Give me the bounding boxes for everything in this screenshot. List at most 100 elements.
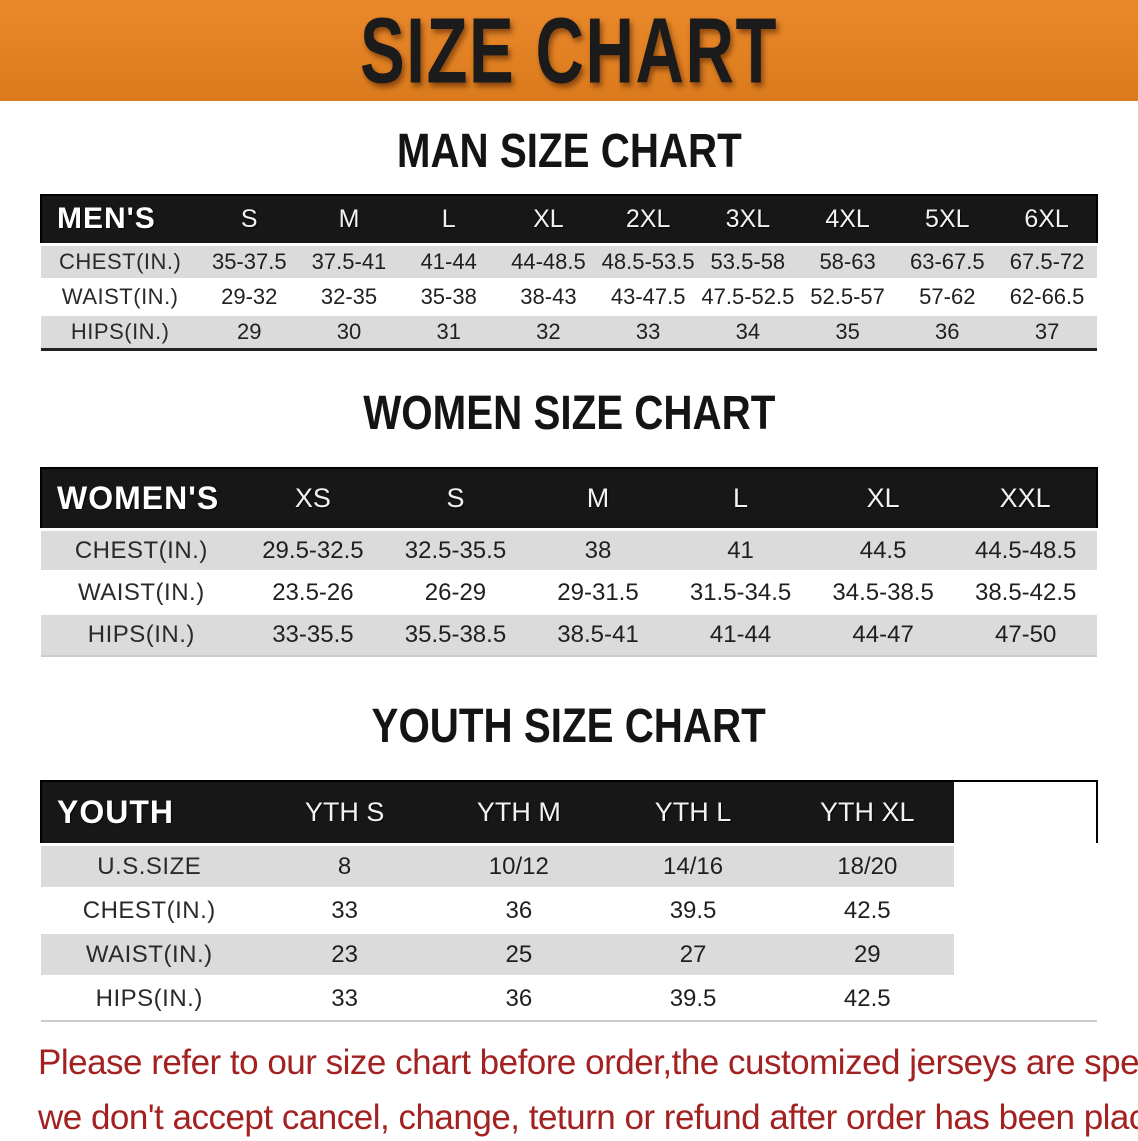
women-chart-title: WOMEN SIZE CHART — [0, 351, 1138, 467]
youth-chart-title-text: YOUTH SIZE CHART — [371, 699, 767, 753]
measurement-value: 63-67.5 — [909, 248, 985, 274]
measurement-value: 29 — [237, 318, 262, 344]
table-header-label: YOUTH — [57, 793, 174, 830]
measurement-value: 26-29 — [424, 578, 487, 606]
size-column-header: 6XL — [1024, 204, 1069, 233]
measurement-row: U.S.SIZE 8 10/12 14/16 18/20 — [41, 844, 1097, 889]
measurement-value: 18/20 — [837, 852, 898, 880]
youth-table-wrap: YOUTH YTH S YTH M YTH L YTH XL U.S.SIZE 8 10/12… — [40, 780, 1098, 1022]
measurement-row: WAIST(IN.) 29-32 32-35 35-38 38-43 43-47.5 47.… — [41, 279, 1097, 314]
measurement-label: HIPS(IN.) — [95, 984, 203, 1012]
measurement-value: 39.5 — [669, 896, 717, 924]
section-women: WOMEN SIZE CHART WOMEN'S XS S M L XL XXL CHEST(… — [0, 351, 1138, 657]
measurement-value: 23 — [331, 940, 358, 968]
measurement-value: 47.5-52.5 — [701, 283, 795, 309]
youth-chart-title: YOUTH SIZE CHART — [0, 657, 1138, 780]
page-title: SIZE CHART — [359, 0, 779, 103]
measurement-value: 43-47.5 — [610, 283, 686, 309]
measurement-value: 10/12 — [488, 852, 549, 880]
measurement-value: 32 — [536, 318, 561, 344]
measurement-value: 44.5-48.5 — [974, 536, 1077, 564]
section-youth: YOUTH SIZE CHART YOUTH YTH S YTH M YTH L YTH… — [0, 657, 1138, 1022]
measurement-value: 34.5-38.5 — [832, 578, 934, 606]
measurement-value: 31 — [436, 318, 461, 344]
women-size-table: WOMEN'S XS S M L XL XXL CHEST(IN.) 29.5-32.5 32.5… — [40, 467, 1098, 657]
measurement-value: 31.5-34.5 — [689, 578, 792, 606]
table-header-row: MEN'S S M L XL 2XL 3XL 4XL 5XL 6XL — [41, 195, 1097, 244]
women-table-wrap: WOMEN'S XS S M L XL XXL CHEST(IN.) 29.5-32.5 32.5… — [40, 467, 1098, 657]
measurement-value: 38-43 — [520, 283, 577, 309]
measurement-row: WAIST(IN.) 23 25 27 29 — [41, 932, 1097, 977]
size-column-header: XXL — [999, 482, 1051, 513]
measurement-value: 42.5 — [843, 984, 891, 1012]
size-column-header: 4XL — [825, 204, 870, 233]
table-header-row: WOMEN'S XS S M L XL XXL — [41, 467, 1097, 530]
size-column-header: M — [338, 204, 360, 233]
table-header-label: MEN'S — [57, 202, 156, 236]
measurement-row: HIPS(IN.) 33-35.5 35.5-38.5 38.5-41 41-44 44-… — [41, 613, 1097, 656]
size-column-header: YTH XL — [820, 796, 915, 827]
measurement-value: 53.5-58 — [710, 248, 786, 274]
measurement-value: 8 — [337, 852, 352, 880]
size-column-header: 3XL — [725, 204, 771, 233]
size-column-header: XL — [533, 204, 564, 233]
measurement-value: 34 — [735, 318, 761, 344]
measurement-value: 38.5-41 — [557, 620, 639, 648]
measurement-value: 36 — [505, 984, 533, 1012]
measurement-label: HIPS(IN.) — [87, 620, 195, 648]
measurement-value: 42.5 — [843, 896, 891, 924]
measurement-value: 67.5-72 — [1009, 248, 1085, 274]
measurement-value: 33 — [331, 896, 358, 924]
men-chart-title-text: MAN SIZE CHART — [396, 125, 742, 178]
measurement-value: 27 — [679, 940, 707, 968]
measurement-value: 29 — [853, 940, 881, 968]
measurement-value: 29.5-32.5 — [262, 536, 364, 564]
size-column-header: YTH S — [304, 796, 385, 827]
size-column-header: M — [586, 482, 610, 513]
measurement-value: 52.5-57 — [810, 283, 885, 309]
measurement-value: 23.5-26 — [272, 578, 354, 606]
men-table-wrap: MEN'S S M L XL 2XL 3XL 4XL 5XL 6XL CHEST(IN.) 35-37… — [40, 194, 1098, 351]
measurement-value: 41-44 — [709, 620, 772, 648]
measurement-value: 25 — [505, 940, 533, 968]
measurement-label: WAIST(IN.) — [77, 578, 205, 606]
measurement-value: 58-63 — [819, 248, 876, 274]
size-column-header: XL — [866, 482, 900, 513]
measurement-value: 14/16 — [663, 852, 724, 880]
size-chart-content: MAN SIZE CHART MEN'S S M L XL 2XL 3XL 4XL 5XL 6XL… — [0, 101, 1138, 1022]
measurement-label: CHEST(IN.) — [82, 896, 216, 924]
measurement-value: 62-66.5 — [1009, 283, 1085, 309]
measurement-label: CHEST(IN.) — [74, 536, 208, 564]
measurement-value: 41 — [727, 536, 754, 564]
size-column-header: YTH L — [654, 796, 732, 827]
measurement-row: HIPS(IN.) 33 36 39.5 42.5 — [41, 976, 1097, 1021]
measurement-value: 29-32 — [221, 283, 278, 309]
disclaimer-line-2: we don't accept cancel, change, teturn o… — [38, 1098, 1138, 1137]
size-column-header: YTH M — [476, 796, 561, 827]
measurement-value: 33 — [635, 318, 661, 344]
measurement-value: 35.5-38.5 — [404, 620, 507, 648]
size-column-header: 5XL — [925, 204, 970, 233]
measurement-label: WAIST(IN.) — [61, 283, 179, 309]
measurement-value: 44.5 — [859, 536, 907, 564]
measurement-value: 33-35.5 — [272, 620, 354, 648]
disclaimer: Please refer to our size chart before or… — [38, 1040, 1138, 1141]
measurement-value: 48.5-53.5 — [601, 248, 695, 274]
measurement-value: 57-62 — [919, 283, 976, 309]
measurement-label: CHEST(IN.) — [59, 248, 182, 274]
table-header-label: WOMEN'S — [57, 479, 220, 516]
measurement-value: 30 — [336, 318, 362, 344]
measurement-value: 35-38 — [420, 283, 477, 309]
table-header-row: YOUTH YTH S YTH M YTH L YTH XL — [41, 780, 1097, 845]
measurement-value: 47-50 — [994, 620, 1057, 648]
size-column-header: S — [446, 482, 465, 513]
measurement-row: HIPS(IN.) 29 30 31 32 33 34 35 36 37 — [41, 314, 1097, 349]
youth-size-table: YOUTH YTH S YTH M YTH L YTH XL U.S.SIZE 8 10/12… — [40, 780, 1098, 1022]
measurement-value: 33 — [331, 984, 358, 1012]
size-column-header: S — [240, 204, 258, 233]
men-chart-title: MAN SIZE CHART — [0, 101, 1138, 194]
measurement-value: 35 — [835, 318, 860, 344]
size-column-header: 2XL — [625, 204, 671, 233]
measurement-row: WAIST(IN.) 23.5-26 26-29 29-31.5 31.5-34.5 34… — [41, 571, 1097, 614]
measurement-value: 44-47 — [852, 620, 914, 648]
